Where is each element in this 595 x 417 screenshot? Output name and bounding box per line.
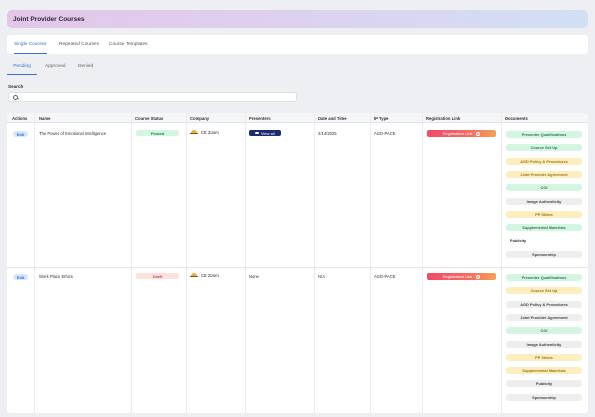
document-pp-slides[interactable]: PP Slides — [506, 211, 582, 218]
edit-button[interactable]: Edit — [13, 131, 28, 137]
status-tabs: Pending Approved Denied — [7, 58, 588, 76]
registration-link-label: Registration Link — [442, 131, 473, 136]
date-time: 2/14/2025 — [318, 131, 337, 136]
document-coi[interactable]: COI — [506, 327, 582, 334]
document-publicity[interactable]: Publicity — [510, 238, 527, 243]
column-divider — [370, 113, 371, 413]
document-image-authenticity[interactable]: Image Authenticity — [506, 341, 582, 348]
column-divider — [186, 113, 187, 413]
company-name: CE Zoom — [201, 130, 219, 135]
course-name: Work Place Ethics — [39, 274, 73, 279]
tab-single-courses[interactable]: Single Courses — [14, 35, 47, 54]
column-header-documents: Documents — [505, 115, 528, 121]
column-header-actions: Actions — [12, 115, 28, 121]
document-joint-provider-agreement[interactable]: Joint Provider Agreement — [506, 171, 582, 178]
column-header-presenters: Presenters — [249, 115, 271, 121]
search-icon — [13, 94, 18, 100]
company: CE Zoom — [190, 130, 219, 135]
document-course-set-up[interactable]: Course Set Up — [506, 144, 582, 151]
column-divider — [34, 113, 35, 413]
column-header-course-status: Course Status — [135, 115, 164, 121]
column-header-date-time: Date and Time — [318, 115, 347, 121]
company-logo — [190, 273, 198, 278]
tab-denied[interactable]: Denied — [78, 64, 94, 69]
document-pp-slides[interactable]: PP Slides — [506, 354, 582, 361]
document-presenter-qualifications[interactable]: Presenter Qualifications — [506, 274, 582, 281]
arrow-icon: › — [476, 274, 481, 279]
course-name: The Power of Emotional Intelligence — [39, 131, 107, 136]
tab-repeated-courses[interactable]: Repeated Courses — [59, 42, 99, 47]
date-time: N/A — [318, 274, 325, 279]
document-agd-policy[interactable]: AGD Policy & Procedures — [506, 301, 582, 308]
search-input[interactable] — [22, 94, 292, 100]
company-logo — [190, 130, 198, 135]
arrow-icon: › — [476, 131, 481, 136]
presenters-none: None — [249, 274, 260, 279]
company: CE Zoom — [190, 273, 219, 278]
document-coi[interactable]: COI — [506, 184, 582, 191]
tab-course-templates[interactable]: Course Templates — [109, 42, 148, 47]
table-row: Edit The Power of Emotional Intelligence… — [7, 123, 588, 268]
table-row: Edit Work Place Ethics Draft CE Zoom Non… — [7, 268, 588, 413]
column-header-name: Name — [39, 115, 51, 121]
registration-link-button[interactable]: Registration Link › — [427, 273, 496, 280]
document-sponsorship[interactable]: Sponsorship — [506, 394, 582, 401]
search-label: Search — [8, 84, 24, 89]
document-publicity[interactable]: Publicity — [506, 380, 582, 387]
column-divider — [501, 113, 502, 413]
edit-button[interactable]: Edit — [13, 274, 28, 280]
table-header: Actions Name Course Status Company Prese… — [7, 113, 588, 123]
company-name: CE Zoom — [201, 273, 219, 278]
page-title: Joint Provider Courses — [13, 15, 85, 23]
document-supplemental-materials[interactable]: Supplemental Materials — [506, 224, 582, 231]
search-box[interactable] — [8, 92, 297, 102]
view-all-presenters-button[interactable]: View all — [249, 130, 281, 136]
tab-approved[interactable]: Approved — [45, 64, 66, 69]
document-image-authenticity[interactable]: Image Authenticity — [506, 198, 582, 205]
column-header-company: Company — [190, 115, 210, 121]
eye-icon — [255, 131, 259, 135]
document-supplemental-materials[interactable]: Supplemental Materials — [506, 367, 582, 374]
column-header-registration-link: Registration Link — [426, 115, 461, 121]
document-presenter-qualifications[interactable]: Presenter Qualifications — [506, 131, 582, 138]
document-sponsorship[interactable]: Sponsorship — [506, 251, 582, 258]
column-header-ip-type: IP Type — [374, 115, 389, 121]
ip-type: AGD-PACE — [374, 131, 396, 136]
document-agd-policy[interactable]: AGD Policy & Procedures — [506, 158, 582, 165]
status-badge: Draft — [136, 273, 179, 279]
column-divider — [314, 113, 315, 413]
column-divider — [131, 113, 132, 413]
view-all-label: View all — [260, 130, 275, 136]
document-joint-provider-agreement[interactable]: Joint Provider Agreement — [506, 314, 582, 321]
status-badge: Posted — [136, 130, 179, 136]
document-course-set-up[interactable]: Course Set Up — [506, 287, 582, 294]
registration-link-label: Registration Link — [442, 274, 473, 279]
courses-table: Actions Name Course Status Company Prese… — [7, 113, 588, 413]
ip-type: AGD-PACE — [374, 274, 396, 279]
page-header: Joint Provider Courses — [7, 10, 588, 28]
column-divider — [245, 113, 246, 413]
column-divider — [422, 113, 423, 413]
course-type-tabs: Single Courses Repeated Courses Course T… — [7, 35, 588, 54]
registration-link-button[interactable]: Registration Link › — [427, 130, 496, 137]
tab-pending[interactable]: Pending — [7, 58, 37, 75]
